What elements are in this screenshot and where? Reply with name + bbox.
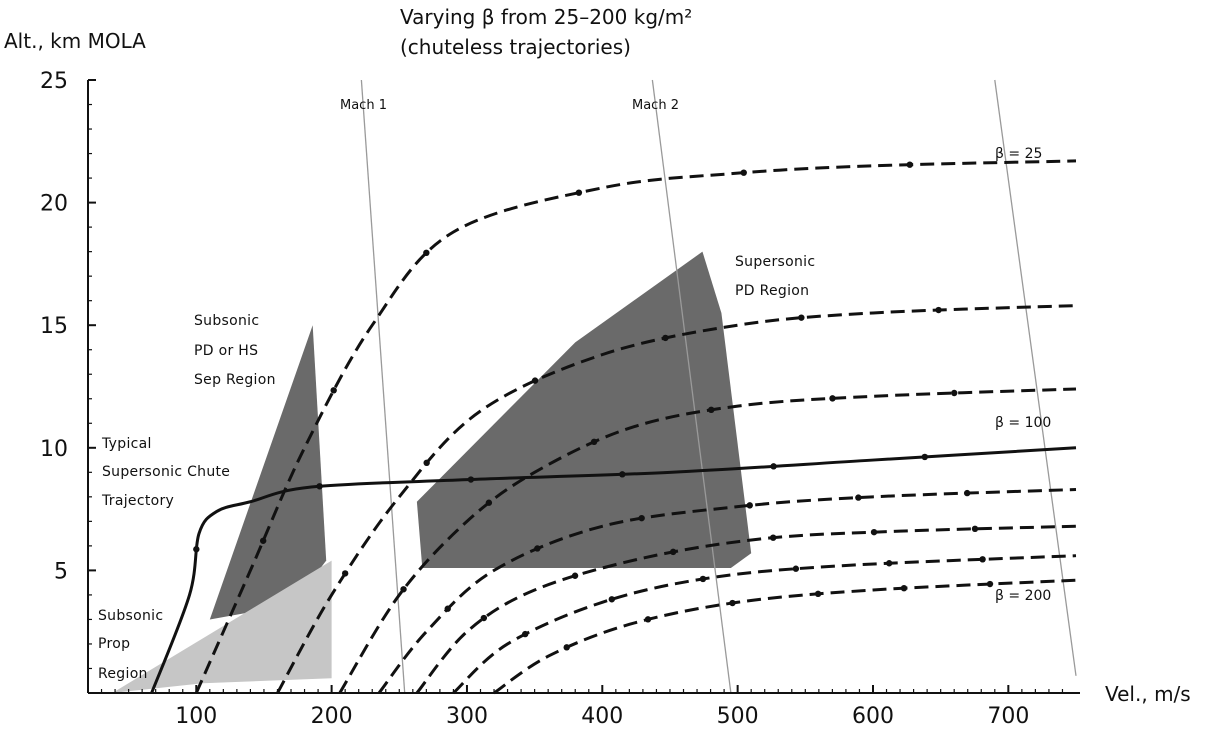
ticks-layer: 100 200 300 400 500 600 700 5 10 15 20 25	[40, 69, 1064, 729]
trajectory-marker	[870, 528, 878, 536]
trajectory-marker	[971, 525, 979, 533]
region-label-subsonic-prop-line3: Region	[98, 666, 148, 682]
trajectory-marker	[814, 590, 822, 598]
trajectory-marker	[341, 570, 349, 577]
trajectory-marker	[480, 614, 488, 622]
trajectory-marker	[563, 644, 570, 651]
trajectory-marker	[798, 314, 805, 321]
region-label-subsonic-pd-line2: PD or HS	[194, 343, 258, 359]
region-label-subsonic-prop-line1: Subsonic	[98, 608, 163, 624]
trajectory-label-line2: Supersonic Chute	[102, 464, 230, 480]
trajectory-marker	[740, 169, 747, 176]
series-layer	[150, 159, 1077, 695]
x-axis-title: Vel., m/s	[1105, 682, 1191, 706]
x-tick-label: 100	[175, 704, 217, 729]
regions-layer	[112, 251, 752, 693]
trajectory-marker	[770, 463, 777, 470]
x-tick-label: 500	[717, 704, 759, 729]
y-tick-label: 5	[54, 559, 68, 584]
region-polygon-2	[416, 251, 752, 568]
trajectory-marker	[193, 546, 200, 553]
mach-line-1	[651, 79, 732, 694]
trajectory-marker	[963, 489, 971, 497]
trajectory-marker	[979, 556, 986, 563]
chart-title-line2: (chuteless trajectories)	[400, 35, 631, 59]
trajectory-marker	[423, 249, 430, 257]
x-tick-label: 300	[446, 704, 488, 729]
trajectory-marker	[699, 575, 707, 583]
region-label-supersonic-pd-line1: Supersonic	[735, 254, 815, 270]
trajectory-marker	[259, 537, 267, 544]
trajectory-marker	[571, 572, 579, 579]
y-tick-label: 25	[40, 69, 68, 94]
trajectory-marker	[792, 565, 800, 572]
trajectory-marker	[638, 514, 645, 522]
trajectory-marker	[316, 483, 323, 490]
trajectory-marker	[986, 580, 994, 588]
beta-trajectory-line-6	[493, 578, 1077, 695]
trajectory-label-line1: Typical	[101, 436, 152, 452]
x-tick-label: 600	[852, 704, 894, 729]
trajectory-marker	[485, 499, 493, 506]
mach-lines-layer	[360, 79, 1077, 694]
beta-100-label: β = 100	[995, 415, 1051, 431]
trajectory-marker	[729, 599, 736, 607]
beta-trajectory-line-5	[452, 554, 1077, 695]
trajectory-marker	[921, 453, 928, 461]
trajectory-marker	[900, 584, 908, 592]
y-tick-label: 15	[40, 314, 68, 339]
beta-200-label: β = 200	[995, 588, 1051, 604]
trajectory-marker	[769, 534, 777, 541]
region-label-supersonic-pd-line2: PD Region	[735, 283, 809, 299]
trajectory-marker	[330, 387, 337, 394]
trajectory-marker	[423, 459, 430, 467]
trajectory-marker	[467, 476, 475, 483]
mach2-label: Mach 2	[632, 98, 679, 113]
trajectory-marker	[575, 189, 583, 196]
mach-line-0	[360, 79, 406, 694]
y-tick-label: 10	[40, 437, 68, 462]
trajectory-marker	[400, 586, 407, 593]
trajectory-marker	[906, 161, 913, 168]
trajectory-marker	[521, 630, 529, 638]
region-label-subsonic-pd-line1: Subsonic	[194, 313, 259, 329]
trajectory-marker	[951, 389, 958, 397]
beta-trajectory-line-2	[338, 387, 1077, 694]
trajectory-marker	[662, 334, 669, 342]
trajectory-marker	[534, 545, 541, 552]
beta-25-label: β = 25	[995, 146, 1042, 162]
region-polygon-0	[209, 325, 327, 620]
trajectory-marker	[608, 596, 616, 603]
beta-trajectory-line-4	[415, 524, 1077, 694]
region-label-subsonic-pd-line3: Sep Region	[194, 372, 276, 388]
mach-line-2	[994, 79, 1077, 676]
mach1-label: Mach 1	[340, 98, 387, 113]
trajectory-marker	[531, 377, 539, 384]
x-tick-label: 400	[581, 704, 623, 729]
region-polygon-1	[112, 560, 332, 693]
trajectory-marker	[619, 471, 626, 478]
y-tick-label: 20	[40, 192, 68, 217]
trajectory-marker	[669, 548, 677, 556]
trajectory-marker	[829, 395, 836, 402]
x-tick-label: 200	[311, 704, 353, 729]
trajectory-marker	[746, 502, 753, 509]
trajectory-marker	[885, 560, 893, 567]
region-label-subsonic-prop-line2: Prop	[98, 636, 130, 652]
y-axis-title: Alt., km MOLA	[4, 29, 146, 53]
trajectory-marker	[855, 494, 862, 501]
trajectory-marker	[935, 306, 942, 314]
x-tick-label: 700	[987, 704, 1029, 729]
trajectory-marker	[590, 438, 598, 446]
trajectory-marker	[444, 605, 451, 612]
trajectory-label-line3: Trajectory	[101, 493, 174, 509]
trajectory-marker	[708, 406, 715, 414]
chart-title-line1: Varying β from 25–200 kg/m²	[400, 5, 692, 29]
trajectory-marker	[644, 616, 652, 623]
